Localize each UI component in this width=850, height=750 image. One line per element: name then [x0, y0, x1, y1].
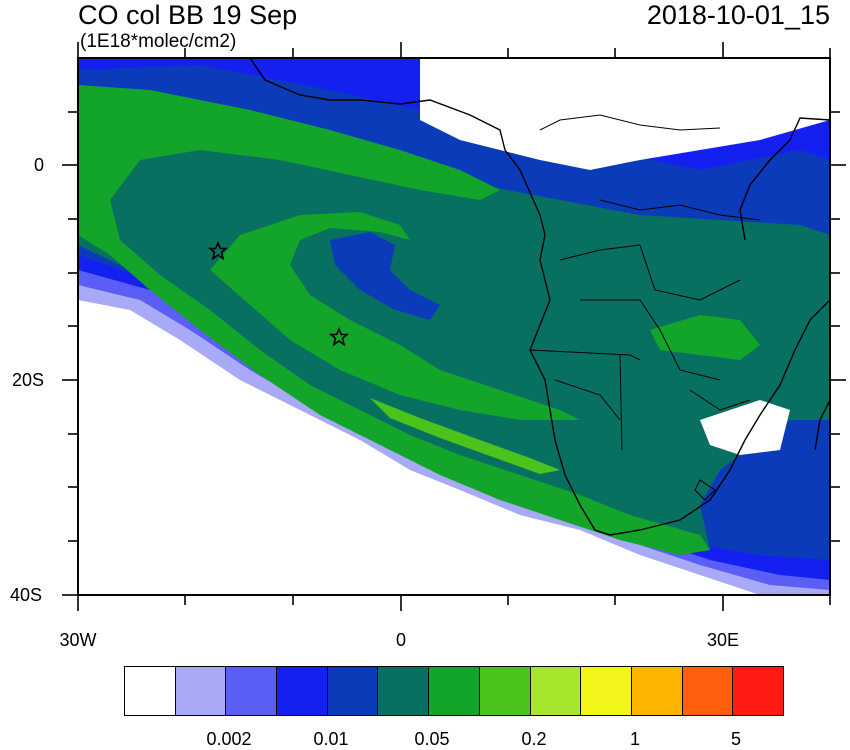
cloud-gap-north	[420, 58, 830, 170]
colorbar	[124, 666, 784, 716]
coastlines	[249, 58, 830, 536]
y-tick-label: 40S	[9, 585, 42, 605]
map-title: CO col BB 19 Sep	[78, 0, 298, 30]
units-subtitle: (1E18*molec/cm2)	[80, 31, 237, 52]
colorbar-tick-label: 1	[629, 729, 640, 749]
y-tick-label: 20S	[11, 370, 44, 390]
colorbar-box	[175, 667, 227, 715]
plume-level-01	[78, 85, 710, 555]
country-borders	[529, 114, 761, 501]
colorbar-box	[733, 667, 783, 715]
x-tick-label: 30E	[706, 630, 740, 650]
colorbar-tick-label: 0.2	[521, 729, 547, 749]
colorbar-tick-label: 5	[730, 729, 741, 749]
colorbar-tick-label: 0.01	[313, 729, 349, 749]
africa-west-coast	[249, 58, 830, 536]
colorbar-box	[631, 667, 683, 715]
madagascar	[814, 399, 830, 451]
co-plume-field	[78, 58, 830, 595]
colorbar-box	[277, 667, 328, 715]
y-tick-label: 0	[33, 155, 44, 175]
colorbar-box	[125, 667, 176, 715]
colorbar-box	[429, 667, 480, 715]
colorbar-box	[226, 667, 278, 715]
cloud-gap-south	[700, 400, 790, 455]
colorbar-tick-label: 0.05	[414, 729, 450, 749]
colorbar-box	[327, 667, 379, 715]
x-tick-label: 30W	[59, 630, 97, 650]
colorbar-tick-label: 0.002	[206, 729, 252, 749]
plume-swirl	[210, 212, 580, 420]
colorbar-box	[682, 667, 734, 715]
plume-level-02	[370, 398, 560, 474]
axis-ticks	[62, 42, 846, 611]
colorbar-box	[479, 667, 531, 715]
plume-swirl-core	[330, 232, 440, 320]
plume-east-africa	[650, 315, 760, 360]
colorbar-box	[530, 667, 582, 715]
africa-east-coast	[739, 117, 830, 241]
datetime-label: 2018-10-01_15	[646, 0, 830, 30]
x-tick-label: 0	[395, 630, 406, 650]
plume-level-005	[78, 110, 830, 555]
colorbar-box	[378, 667, 430, 715]
colorbar-box	[581, 667, 632, 715]
